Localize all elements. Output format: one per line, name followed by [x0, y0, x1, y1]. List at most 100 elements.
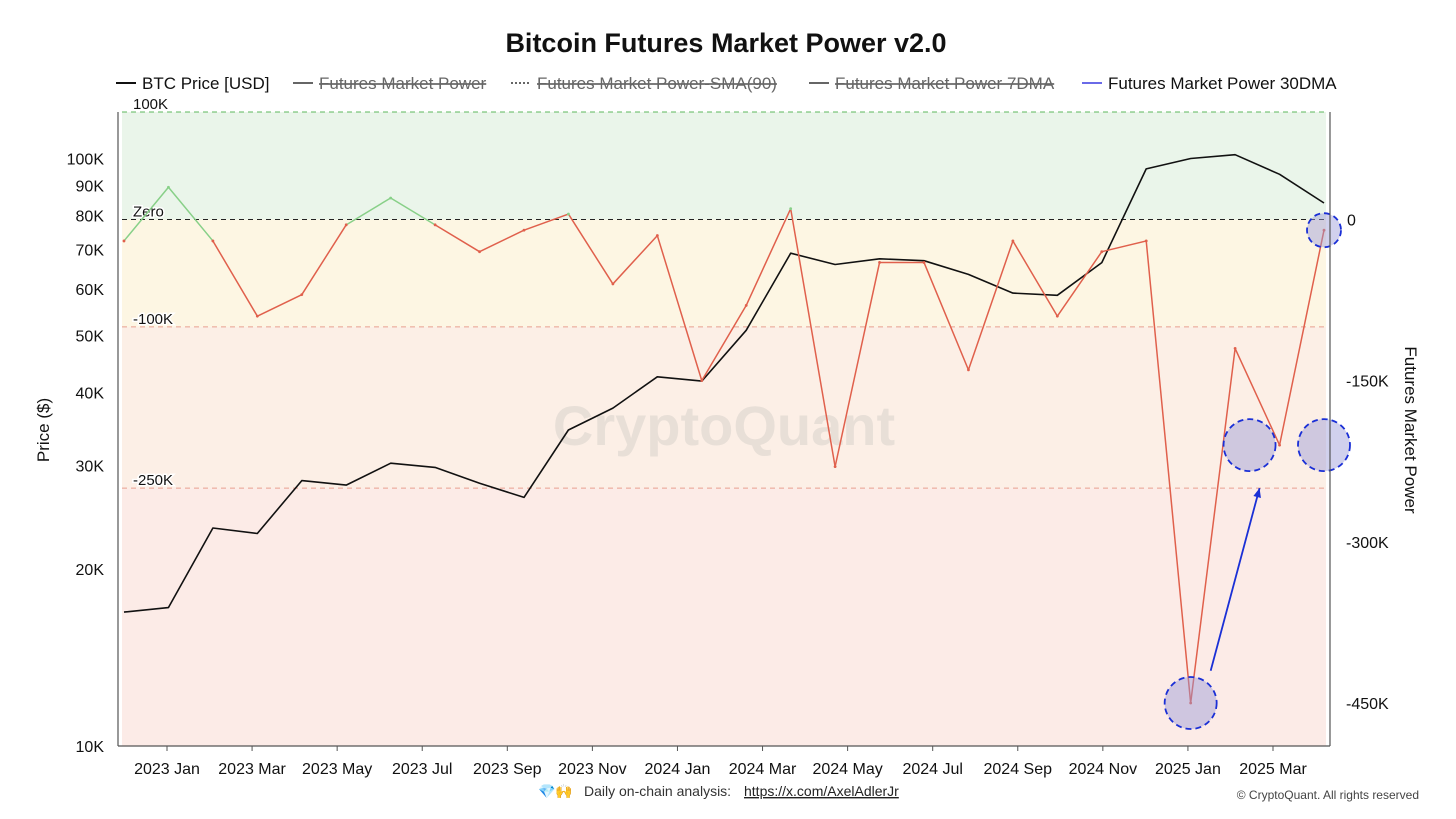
series-fmp-segment [1278, 229, 1325, 446]
series-fmp-point [522, 228, 526, 232]
watermark: CryptoQuant [553, 394, 895, 457]
y-right-tick: 0 [1347, 212, 1356, 229]
x-tick: 2024 Nov [1069, 761, 1138, 778]
y-left-tick: 90K [76, 178, 105, 195]
series-fmp-segment [1101, 240, 1147, 253]
series-fmp-point [389, 196, 393, 200]
series-fmp-point [344, 223, 348, 227]
axes-group: 10K 20K 30K 40K 50K 60K 70K 80K 90K 100K 0 -150K -30… [67, 112, 1389, 778]
y-left-tick: 50K [76, 328, 105, 345]
series-fmp-segment [923, 261, 970, 371]
series-fmp-segment [478, 229, 525, 253]
annotation-circle [1163, 676, 1218, 730]
series-fmp-point [967, 368, 970, 372]
y-left-tick: 30K [76, 459, 105, 476]
footer: 💎🙌 Daily on-chain analysis: https://x.co… [538, 783, 1419, 802]
series-fmp-segment [1056, 250, 1103, 317]
y-left-title: Price ($) [34, 398, 53, 462]
annotation-circle [1297, 418, 1351, 473]
series-fmp-segment [1145, 240, 1192, 704]
x-tick: 2023 Jan [134, 761, 200, 778]
band-label-3: -250K [133, 472, 173, 489]
band-fill-orange [122, 326, 1326, 489]
x-tick: 2023 Nov [558, 761, 627, 778]
series-fmp-point [922, 261, 926, 264]
band-fill-red [122, 488, 1326, 746]
series-btc-price [123, 153, 1325, 613]
legend-label: BTC Price [USD] [142, 74, 270, 93]
series-fmp-point [167, 185, 170, 189]
series-fmp-point [789, 207, 793, 211]
y-left-tick: 70K [76, 243, 105, 260]
series-fmp-segment [167, 186, 214, 242]
y-left-tick: 100K [67, 152, 105, 169]
x-tick: 2024 Jan [645, 761, 711, 778]
series-fmp-point [1100, 250, 1104, 254]
series-fmp-point [433, 223, 437, 227]
series-fmp-point [300, 293, 304, 297]
series-fmp-point [833, 465, 837, 469]
series-fmp-point [1189, 701, 1193, 705]
series-fmp-point [878, 261, 881, 264]
band-fill-green [122, 112, 1326, 220]
legend-label: Futures Market Power-SMA(90) [537, 74, 777, 93]
series-fmp-segment [789, 207, 836, 468]
x-tick: 2023 May [302, 761, 372, 778]
series-fmp-segment [523, 213, 570, 231]
series-fmp-segment [301, 224, 347, 296]
legend-label: Futures Market Power 30DMA [1108, 74, 1337, 93]
x-tick: 2025 Mar [1239, 761, 1307, 778]
series-fmp-point [1055, 314, 1059, 318]
legend-label: Futures Market Power [319, 74, 487, 93]
series-fmp-point [567, 212, 570, 216]
x-tick: 2023 Jul [392, 761, 453, 778]
bands-group: 100KZero-100K-250K [122, 95, 1326, 746]
series-fmp-point [1322, 228, 1326, 232]
series-fmp-segment [1234, 347, 1281, 446]
legend-item: Futures Market Power-SMA(90) [511, 74, 777, 93]
legend-item: Futures Market Power 7DMA [809, 74, 1055, 93]
series-fmp-point [611, 282, 615, 286]
y-left-tick: 40K [76, 385, 105, 402]
band-label-2: -100K [133, 311, 173, 328]
series-fmp-segment [567, 213, 614, 285]
legend-item: Futures Market Power 30DMA [1082, 74, 1337, 93]
footer-link[interactable]: https://x.com/AxelAdlerJr [744, 783, 899, 799]
series-fmp-segment [1012, 240, 1059, 317]
series-fmp-point [1278, 443, 1281, 447]
series-fmp-segment [656, 234, 703, 382]
annotations-group [1163, 212, 1351, 730]
y-right-tick: -150K [1346, 374, 1389, 391]
series-fmp-segment [123, 186, 170, 242]
legend: BTC Price [USD] Futures Market Power Futur… [116, 74, 1337, 93]
y-left-tick: 60K [76, 282, 105, 299]
y-left-tick: 80K [76, 208, 105, 225]
x-tick: 2023 Sep [473, 761, 542, 778]
x-tick: 2024 Mar [729, 761, 797, 778]
annotation-arrow [1209, 487, 1261, 672]
series-group [122, 153, 1326, 705]
series-fmp-point [700, 379, 704, 383]
series-fmp-point [1011, 239, 1015, 243]
x-tick: 2024 May [812, 761, 882, 778]
y-right-tick: -450K [1346, 696, 1389, 713]
series-fmp-segment [256, 293, 303, 317]
series-fmp-point [1144, 239, 1148, 243]
x-tick: 2025 Jan [1155, 761, 1221, 778]
series-fmp-segment [701, 304, 747, 382]
annotation-circle [1222, 418, 1277, 473]
series-fmp-point [655, 234, 659, 237]
plot-area: 100KZero-100K-250K CryptoQuant 10K20K30K… [67, 95, 1389, 779]
series-fmp-segment [434, 224, 481, 253]
x-tick: 2024 Sep [984, 761, 1053, 778]
series-fmp-point [122, 239, 126, 243]
annotation-circle [1306, 212, 1342, 249]
series-fmp-point [211, 239, 215, 243]
series-fmp-segment [1189, 347, 1236, 704]
footer-text: Daily on-chain analysis: [584, 783, 731, 799]
x-tick: 2023 Mar [218, 761, 286, 778]
annotation-arrowhead [1253, 488, 1261, 499]
series-fmp-point [478, 250, 481, 254]
copyright: © CryptoQuant. All rights reserved [1237, 788, 1419, 802]
